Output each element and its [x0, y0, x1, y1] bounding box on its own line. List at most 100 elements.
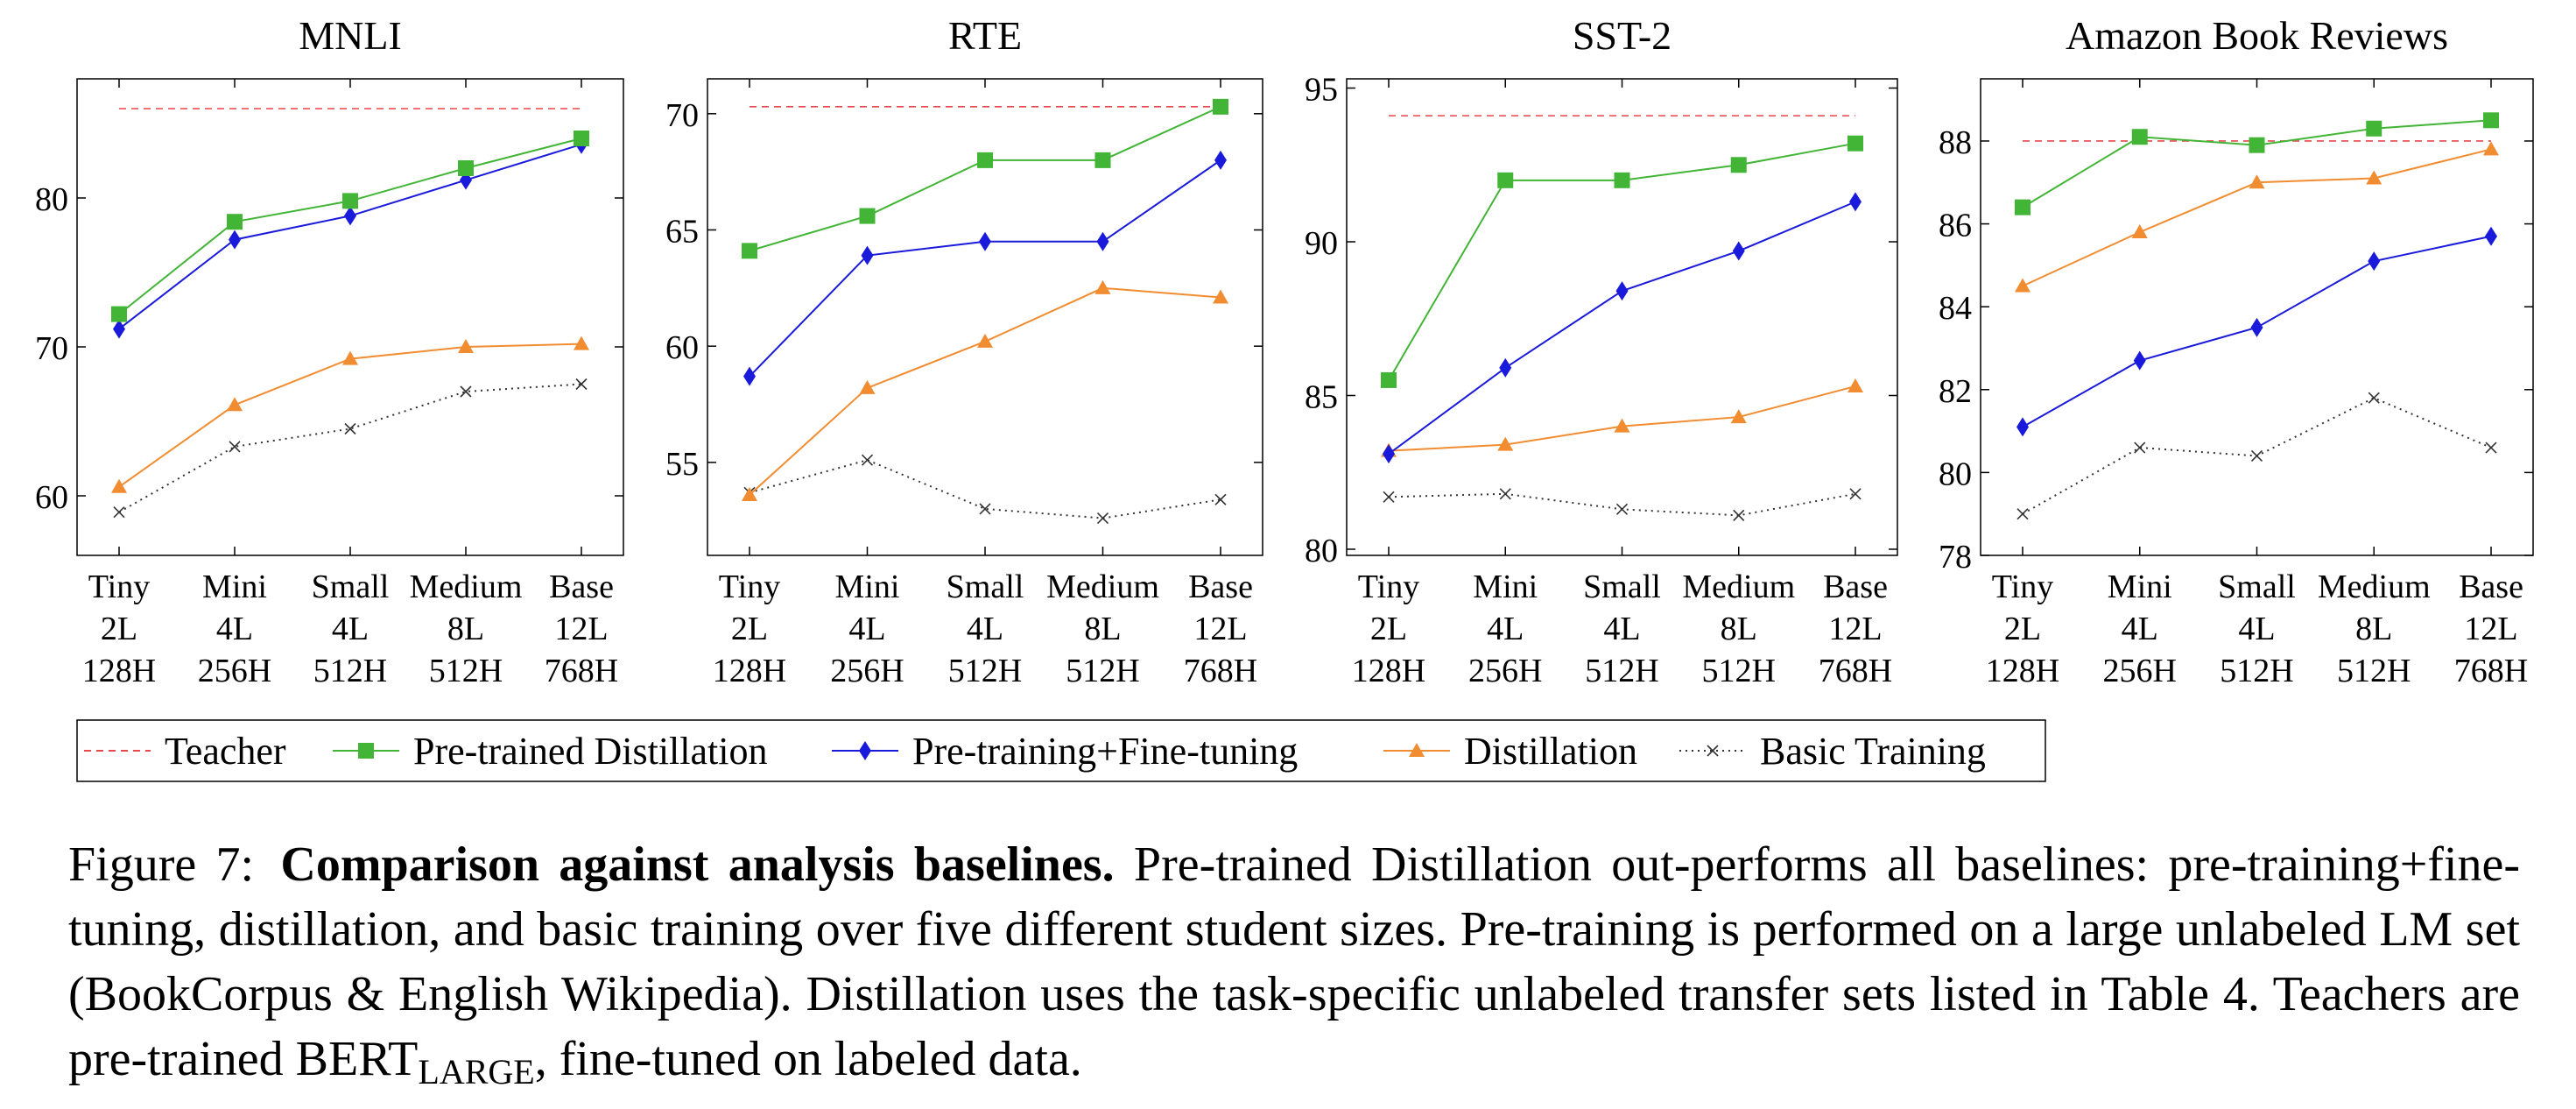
data-point — [344, 206, 356, 226]
legend-swatch-marker — [859, 741, 871, 760]
caption-text: Pre-trained Distillation out-performs al… — [68, 837, 2521, 1086]
x-tick-label: 4L — [2122, 611, 2158, 647]
series-line — [118, 138, 582, 315]
series-line — [2022, 119, 2492, 208]
y-tick-label: 55 — [665, 446, 699, 483]
data-point — [342, 193, 358, 209]
plot-area-frame — [76, 78, 624, 556]
series-distillation — [2015, 141, 2499, 293]
data-point — [1733, 509, 1745, 521]
series-line — [2022, 148, 2492, 287]
x-tick-label: Base — [549, 569, 614, 605]
chart-title: Amazon Book Reviews — [2066, 13, 2448, 58]
legend-swatch-marker — [358, 743, 374, 759]
data-point — [977, 152, 993, 168]
data-point — [2131, 129, 2148, 145]
y-tick-label: 84 — [1939, 290, 1972, 327]
data-point — [1730, 409, 1747, 424]
series-line — [1388, 492, 1856, 517]
x-tick-label: Medium — [2318, 569, 2431, 605]
series-line — [749, 105, 1221, 252]
data-point — [1094, 152, 1111, 168]
x-tick-label: Medium — [410, 569, 523, 605]
legend: Teacher Pre-trained Distillation Pre-train… — [76, 719, 2046, 782]
series-basic-training — [113, 378, 588, 519]
data-point — [227, 214, 243, 230]
data-point — [2133, 350, 2146, 371]
x-tick-label: Mini — [202, 569, 267, 605]
x-tick-label: 512H — [1585, 653, 1658, 689]
x-tick-label: Medium — [1046, 569, 1159, 605]
data-point — [979, 503, 991, 515]
data-point — [1213, 98, 1228, 115]
x-tick-label: Small — [312, 569, 390, 605]
caption-tail: , fine-tuned on labeled data. — [534, 1032, 1082, 1086]
data-point — [2368, 251, 2381, 272]
y-tick-label: 80 — [35, 181, 68, 218]
y-tick-label: 85 — [1305, 378, 1338, 415]
x-tick-label: Mini — [835, 569, 900, 605]
x-tick-label: 8L — [1721, 611, 1757, 647]
chart-title: MNLI — [299, 13, 402, 58]
legend-swatch-marker — [1707, 745, 1719, 757]
data-point — [1214, 150, 1227, 170]
x-tick-label: 768H — [1184, 653, 1257, 689]
caption-bold: Comparison against analysis baselines. — [280, 837, 1115, 892]
x-tick-label: 12L — [1193, 611, 1247, 647]
data-point — [977, 333, 993, 348]
x-tick-label: 2L — [101, 611, 137, 647]
x-tick-label: 128H — [82, 653, 156, 689]
data-point — [1497, 436, 1514, 451]
data-point — [742, 243, 757, 259]
data-point — [861, 454, 874, 466]
data-point — [1094, 279, 1111, 294]
series-pre-trained-distillation — [1381, 135, 1863, 388]
data-point — [113, 319, 125, 339]
y-tick-label: 82 — [1939, 373, 1972, 410]
series-pre-training-fine-tuning — [2016, 226, 2497, 437]
series-line — [118, 383, 582, 513]
series-pre-trained-distillation — [111, 131, 589, 322]
chart-mnli: MNLI 60 70 80 Tiny 2L 128H Mini 4L 256H Small 4L 512… — [35, 13, 624, 689]
y-tick-label: 60 — [35, 479, 68, 516]
series-basic-training — [743, 454, 1227, 525]
x-tick-label: 8L — [447, 611, 484, 647]
data-point — [2250, 449, 2263, 463]
series-line — [118, 343, 582, 488]
x-tick-label: 256H — [1468, 653, 1542, 689]
x-tick-label: 512H — [1066, 653, 1139, 689]
x-tick-label: 2L — [1370, 611, 1407, 647]
caption-label: Figure 7: — [68, 837, 255, 892]
data-point — [227, 397, 243, 412]
data-point — [2015, 199, 2031, 215]
x-tick-label: 256H — [198, 653, 271, 689]
x-tick-label: Medium — [1682, 569, 1795, 605]
chart-sst-2: SST-2 80 85 90 95 Tiny 2L 128H Mini 4L 256H Small 4L… — [1305, 13, 1898, 689]
y-tick-label: 95 — [1305, 72, 1338, 109]
x-tick-label: 768H — [1819, 653, 1892, 689]
series-pre-training-fine-tuning — [743, 150, 1227, 386]
data-point — [1499, 488, 1511, 500]
data-point — [2485, 226, 2497, 246]
data-point — [1383, 444, 1395, 464]
figure-caption: Figure 7: Comparison against analysis ba… — [68, 832, 2520, 1105]
y-tick-label: 65 — [665, 213, 699, 250]
data-point — [979, 231, 991, 251]
data-point — [1732, 241, 1745, 261]
plot-area-frame — [707, 78, 1263, 556]
y-tick-label: 70 — [35, 330, 68, 367]
series-line — [749, 286, 1221, 496]
data-point — [1383, 491, 1395, 503]
x-tick-label: Mini — [1473, 569, 1538, 605]
legend-label: Pre-training+Fine-tuning — [912, 730, 1298, 773]
series-basic-training — [1383, 488, 1862, 521]
legend-entry-basic-training: Basic Training — [1679, 730, 1986, 773]
chart-title: RTE — [948, 13, 1022, 58]
data-point — [2483, 112, 2499, 129]
data-point — [1614, 172, 1630, 188]
x-tick-label: 128H — [713, 653, 786, 689]
x-tick-label: 512H — [313, 653, 387, 689]
data-point — [743, 366, 756, 386]
data-point — [742, 487, 757, 502]
data-point — [2016, 417, 2029, 437]
